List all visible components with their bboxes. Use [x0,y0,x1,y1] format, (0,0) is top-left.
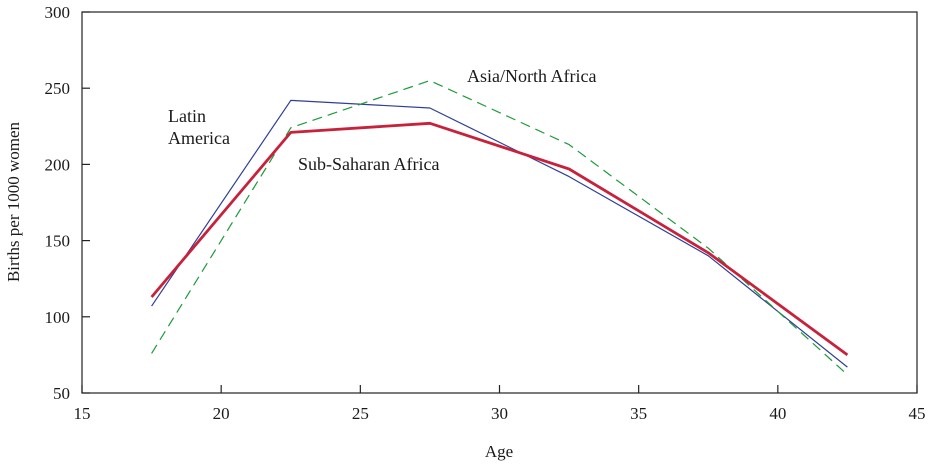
x-tick-label: 35 [630,404,647,423]
x-axis-label: Age [485,442,513,461]
x-tick-label: 25 [352,404,369,423]
y-tick-label: 200 [45,155,71,174]
y-axis: 50 100 150 200 250 300 [45,3,90,403]
y-tick-label: 50 [53,384,70,403]
x-axis: 15 20 25 30 35 40 45 [74,385,926,423]
y-tick-label: 250 [45,79,71,98]
series-line-latin-america [151,99,848,368]
x-tick-label: 15 [74,404,91,423]
y-axis-label: Births per 1000 women [4,121,23,282]
series-annotation: Sub-Saharan Africa [298,154,439,174]
x-tick-label: 40 [769,404,786,423]
series-annotation: Asia/North Africa [467,66,596,86]
series-line-sub-saharan-africa [150,121,849,357]
x-tick-label: 45 [909,404,926,423]
series-layer [150,79,849,376]
x-tick-label: 30 [491,404,508,423]
y-tick-label: 100 [45,308,71,327]
series-line-asia-north-africa [151,79,848,376]
x-tick-label: 20 [213,404,230,423]
y-tick-label: 300 [45,3,71,22]
series-annotation: Latin [168,106,206,126]
y-tick-label: 150 [45,232,71,251]
series-annotation: America [168,128,230,148]
